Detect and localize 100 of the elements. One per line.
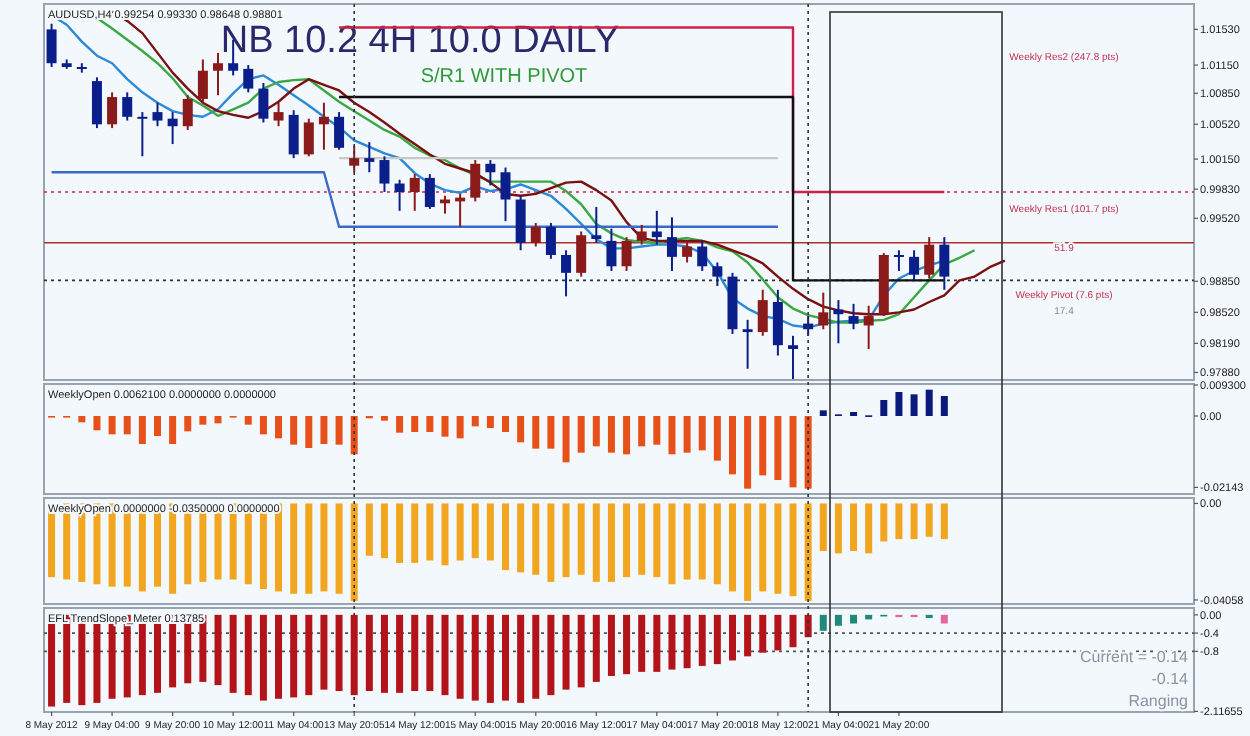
candlestick (682, 239, 693, 264)
candlestick (606, 227, 617, 272)
candlestick (909, 249, 920, 282)
candlestick (424, 173, 435, 210)
candlestick (591, 206, 602, 244)
bar (562, 416, 570, 463)
candlestick (863, 304, 874, 350)
candlestick (197, 58, 208, 104)
bar (592, 416, 600, 447)
bar (138, 416, 146, 444)
bar (623, 416, 631, 455)
candlestick (530, 222, 541, 248)
bar (638, 416, 646, 447)
candlestick (137, 111, 148, 158)
candlestick (788, 334, 799, 381)
bar (517, 416, 525, 443)
bar (607, 416, 615, 453)
bar (880, 400, 888, 416)
bar (744, 416, 752, 489)
bar (199, 416, 207, 425)
bar (214, 416, 222, 424)
bar (153, 416, 161, 436)
bar (698, 416, 706, 451)
candlestick (576, 230, 587, 278)
bar (441, 416, 449, 437)
candlestick (666, 216, 677, 272)
candlestick (939, 236, 950, 291)
annotation: -0.14 (1151, 670, 1190, 688)
annotation: Ranging (1128, 692, 1188, 710)
bar (895, 392, 903, 416)
bar (819, 410, 827, 416)
bar (502, 416, 510, 432)
bar (653, 416, 661, 445)
candlestick (848, 302, 859, 331)
bar (93, 416, 101, 431)
bar (320, 416, 328, 444)
bar (259, 416, 267, 435)
candlestick (409, 173, 420, 212)
candlestick (757, 288, 768, 337)
candlestick (893, 249, 904, 272)
candlestick (273, 101, 284, 128)
bar (275, 416, 283, 439)
candlestick (697, 239, 708, 272)
bar (774, 416, 782, 480)
candlestick (545, 222, 556, 260)
bar (108, 416, 116, 435)
bar (940, 396, 948, 416)
bar (713, 416, 721, 461)
bar (335, 416, 343, 445)
text: S/R1 WITH PIVOT (420, 66, 588, 88)
candlestick (213, 51, 224, 97)
candlestick (621, 236, 632, 272)
bar (426, 416, 434, 432)
bar (683, 416, 691, 453)
candlestick (561, 249, 572, 298)
bar (728, 416, 736, 475)
bar (78, 416, 86, 423)
candlestick (318, 101, 329, 151)
bar (396, 416, 404, 433)
bar (244, 416, 252, 425)
bar (123, 416, 131, 435)
bar (486, 416, 494, 428)
bar (471, 416, 479, 427)
candlestick (288, 109, 299, 160)
candlestick (334, 111, 345, 151)
candlestick (364, 141, 375, 174)
candlestick (182, 94, 193, 131)
bar (305, 416, 313, 448)
bar (759, 416, 767, 476)
candlestick (772, 288, 783, 357)
candlestick (485, 159, 496, 187)
bar (668, 416, 676, 455)
candlestick (651, 209, 662, 246)
candlestick (712, 261, 723, 287)
candlestick (515, 194, 526, 252)
bar (290, 416, 298, 445)
bar (789, 416, 797, 488)
bar (532, 416, 540, 449)
candlestick (46, 22, 57, 68)
candlestick (470, 159, 481, 203)
bar (547, 416, 555, 449)
candlestick (500, 166, 511, 223)
bar (169, 416, 177, 444)
bar (184, 416, 192, 432)
candlestick (818, 291, 829, 331)
candlestick (167, 111, 178, 146)
candlestick (258, 81, 269, 124)
candlestick (303, 117, 314, 158)
bar (577, 416, 585, 453)
annotation: Current = -0.14 (1079, 648, 1190, 666)
candlestick (394, 178, 405, 212)
candlestick (636, 223, 647, 246)
bar (456, 416, 464, 439)
candlestick (924, 236, 935, 280)
bar (925, 389, 933, 416)
candlestick (107, 91, 118, 130)
candlestick (91, 76, 102, 130)
bar (910, 394, 918, 416)
candlestick (152, 101, 163, 128)
candlestick (349, 144, 360, 174)
